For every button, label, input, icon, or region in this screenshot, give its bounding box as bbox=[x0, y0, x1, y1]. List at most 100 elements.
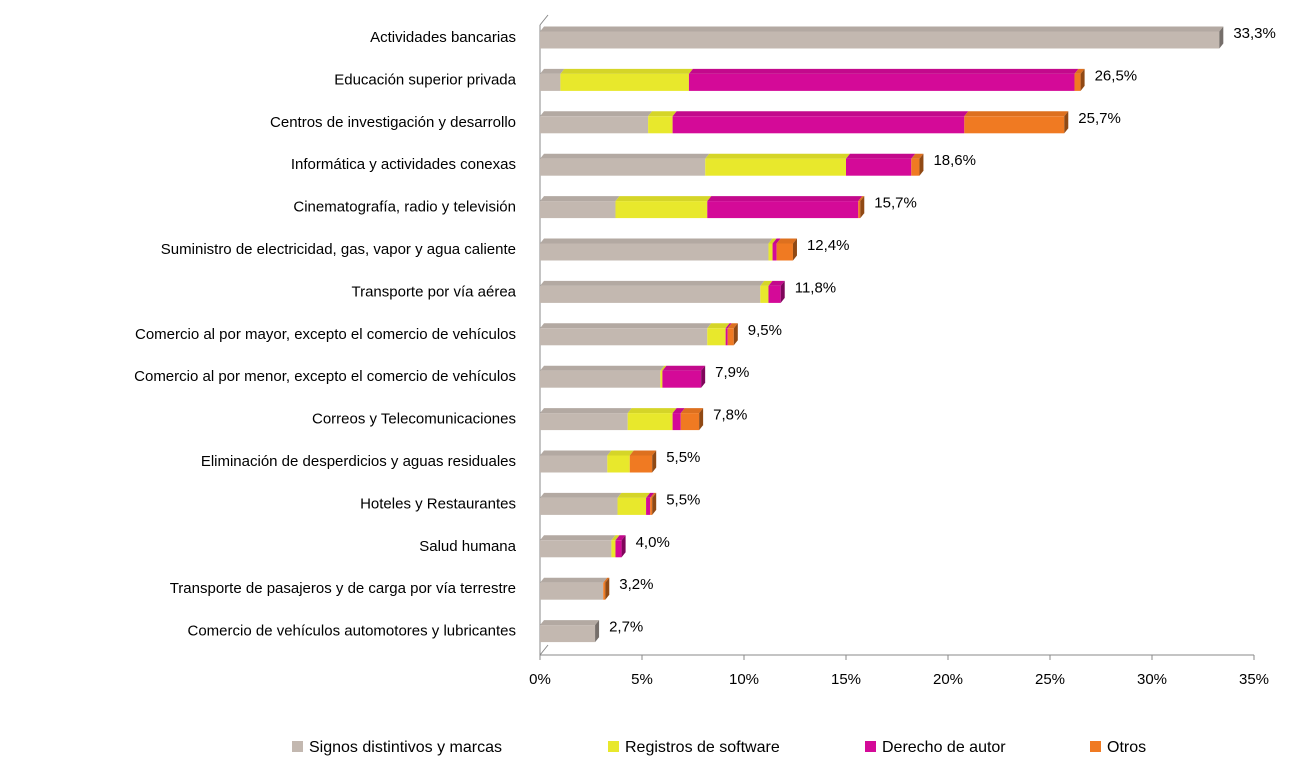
category-label: Eliminación de desperdicios y aguas resi… bbox=[201, 453, 516, 470]
bar-segment bbox=[648, 116, 673, 134]
x-tick-label: 20% bbox=[933, 671, 963, 688]
bar-side bbox=[701, 365, 706, 388]
bar-top bbox=[727, 323, 738, 329]
category-label: Centros de investigación y desarrollo bbox=[270, 114, 516, 131]
bar-side bbox=[595, 620, 600, 643]
bar-segment bbox=[540, 31, 1220, 49]
bar-side bbox=[1219, 26, 1224, 49]
legend-swatch bbox=[1090, 741, 1101, 752]
category-label: Cinematografía, radio y televisión bbox=[293, 199, 516, 216]
total-label: 25,7% bbox=[1078, 110, 1121, 127]
bar-side bbox=[860, 196, 865, 219]
bar-segment bbox=[540, 497, 618, 515]
bar-top bbox=[540, 577, 608, 583]
category-label: Transporte por vía aérea bbox=[351, 283, 516, 300]
bar-side bbox=[733, 323, 738, 346]
bar-top bbox=[725, 323, 732, 329]
bar-top bbox=[648, 111, 677, 117]
bar-side bbox=[919, 153, 924, 176]
total-label: 9,5% bbox=[748, 322, 782, 339]
bar-side bbox=[699, 408, 704, 431]
x-tick-label: 30% bbox=[1137, 671, 1167, 688]
category-label: Comercio al por mayor, excepto el comerc… bbox=[135, 326, 516, 343]
bar-segment bbox=[964, 116, 1065, 134]
total-label: 26,5% bbox=[1095, 67, 1138, 84]
bar-top bbox=[707, 323, 730, 329]
x-tick-label: 0% bbox=[529, 671, 551, 688]
bar-top bbox=[776, 238, 797, 244]
bar-segment bbox=[858, 201, 861, 219]
bar-top bbox=[540, 238, 773, 244]
bar-top bbox=[672, 111, 969, 117]
bar-segment bbox=[707, 328, 726, 346]
bar-side bbox=[1064, 111, 1069, 134]
bar-segment bbox=[611, 540, 616, 558]
legend-label: Registros de software bbox=[625, 739, 780, 756]
bar-side bbox=[1080, 68, 1085, 91]
bar-top bbox=[680, 408, 704, 414]
bar-top bbox=[964, 111, 1069, 117]
bar-top bbox=[627, 408, 677, 414]
x-tick-label: 10% bbox=[729, 671, 759, 688]
bar-segment bbox=[540, 328, 708, 346]
bar-segment bbox=[540, 370, 661, 388]
total-label: 5,5% bbox=[666, 491, 700, 508]
bar-segment bbox=[615, 540, 622, 558]
bar-segment bbox=[688, 73, 1075, 91]
category-label: Comercio al por menor, excepto el comerc… bbox=[134, 368, 516, 385]
bar-segment bbox=[1074, 73, 1081, 91]
bar-segment bbox=[680, 413, 700, 431]
category-label: Comercio de vehículos automotores y lubr… bbox=[188, 623, 517, 640]
legend-label: Signos distintivos y marcas bbox=[309, 739, 502, 756]
bar-segment bbox=[727, 328, 734, 346]
bar-segment bbox=[707, 201, 859, 219]
bar-top bbox=[911, 153, 924, 159]
bar-segment bbox=[672, 116, 965, 134]
bar-top bbox=[650, 492, 657, 498]
bar-segment bbox=[540, 540, 612, 558]
bar-top bbox=[540, 323, 712, 329]
bar-top bbox=[705, 153, 850, 159]
bar-top bbox=[607, 450, 634, 456]
legend-label: Derecho de autor bbox=[882, 739, 1006, 756]
bar-segment bbox=[540, 201, 616, 219]
bar-segment bbox=[662, 370, 702, 388]
bar-segment bbox=[540, 158, 706, 176]
legend-label: Otros bbox=[1107, 739, 1146, 756]
bar-top bbox=[615, 196, 712, 202]
total-label: 12,4% bbox=[807, 237, 850, 254]
bar-top bbox=[540, 408, 632, 414]
bar-segment bbox=[650, 497, 653, 515]
bar-segment bbox=[540, 455, 608, 473]
bar-segment bbox=[540, 116, 649, 134]
total-label: 7,9% bbox=[715, 364, 749, 381]
bar-segment bbox=[846, 158, 912, 176]
bar-segment bbox=[540, 625, 596, 643]
bar-top bbox=[1074, 68, 1085, 74]
bar-segment bbox=[629, 455, 653, 473]
bar-top bbox=[540, 535, 616, 541]
bar-segment bbox=[772, 243, 777, 261]
x-tick-label: 35% bbox=[1239, 671, 1269, 688]
bar-segment bbox=[768, 285, 781, 303]
bar-segment bbox=[560, 73, 689, 91]
bar-segment bbox=[540, 285, 761, 303]
bar-top bbox=[760, 280, 773, 286]
bar-top bbox=[858, 196, 865, 202]
bar-top bbox=[540, 450, 612, 456]
bar-segment bbox=[768, 243, 773, 261]
axis-depth bbox=[539, 644, 549, 656]
bar-top bbox=[540, 26, 1224, 32]
axis-depth bbox=[539, 14, 549, 26]
bar-side bbox=[652, 492, 657, 515]
total-label: 15,7% bbox=[874, 195, 917, 212]
category-label: Educación superior privada bbox=[334, 71, 516, 88]
category-label: Transporte de pasajeros y de carga por v… bbox=[170, 580, 516, 597]
total-label: 4,0% bbox=[636, 534, 670, 551]
bar-top bbox=[560, 68, 693, 74]
bar-segment bbox=[646, 497, 651, 515]
bar-top bbox=[768, 280, 785, 286]
bar-top bbox=[768, 238, 777, 244]
